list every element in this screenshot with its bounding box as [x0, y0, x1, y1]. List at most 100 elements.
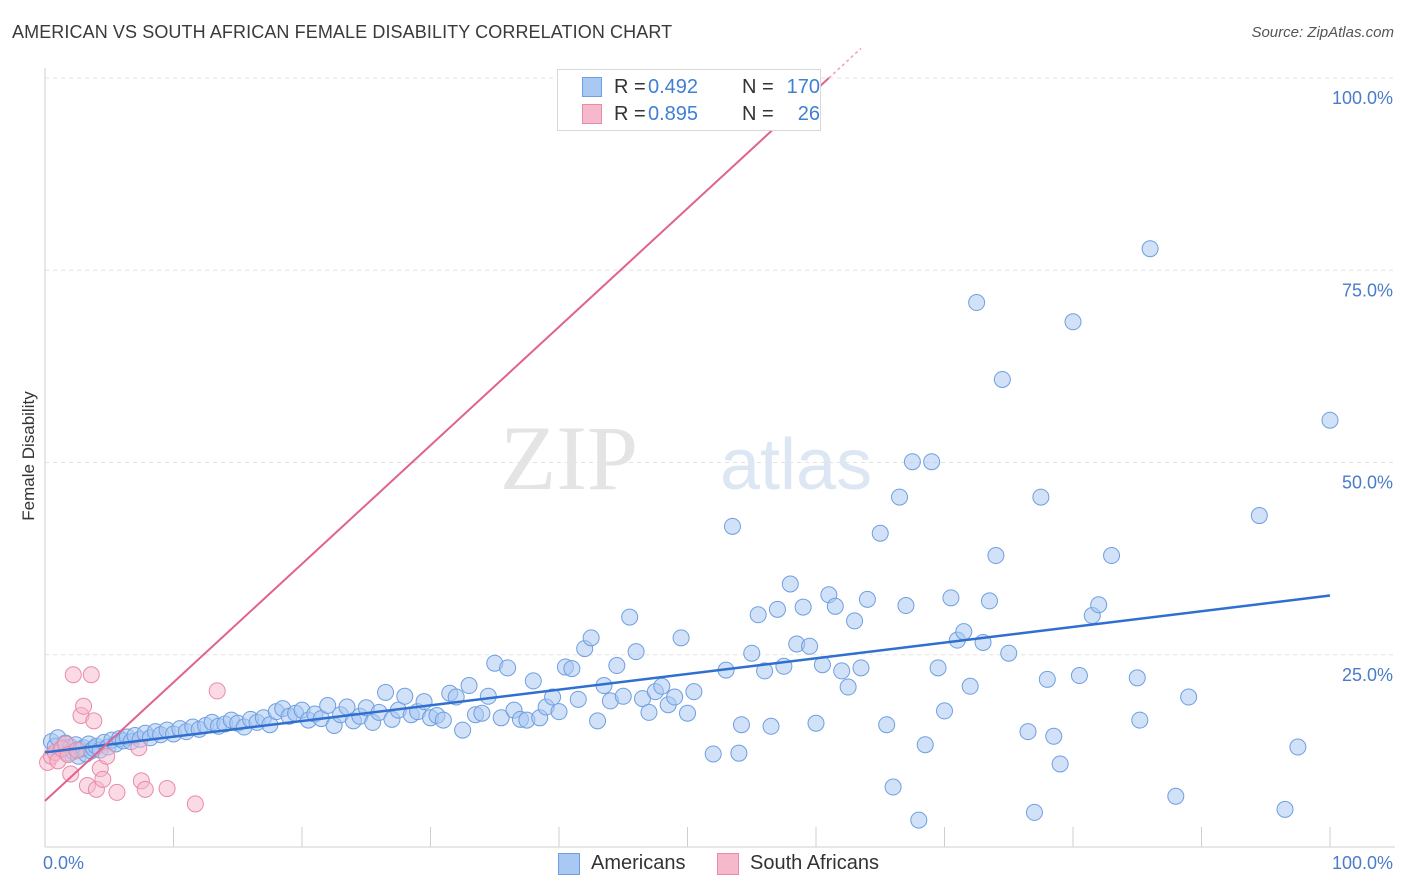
american-point-147 — [916, 736, 934, 754]
american-point-93 — [544, 688, 562, 706]
american-point-154 — [961, 677, 979, 695]
american-point-162 — [1025, 803, 1043, 821]
american-point-129 — [794, 598, 812, 616]
american-point-85 — [492, 709, 510, 727]
chart-title: AMERICAN VS SOUTH AFRICAN FEMALE DISABIL… — [12, 22, 673, 42]
american-point-167 — [1064, 313, 1082, 331]
american-point-135 — [833, 662, 851, 680]
american-point-119 — [730, 744, 748, 762]
american-point-134 — [826, 597, 844, 615]
american-point-127 — [781, 575, 799, 593]
r-value: 0.895 — [648, 103, 699, 125]
american-point-115 — [685, 683, 703, 701]
american-point-116 — [704, 745, 722, 763]
south-african-point-25 — [208, 682, 226, 700]
american-point-99 — [582, 629, 600, 647]
south-african-point-7 — [62, 765, 80, 783]
american-point-159 — [993, 370, 1011, 388]
correlation-legend: R = 0.492 N = 170 R = 0.895 N = 26 — [557, 69, 821, 131]
american-point-94 — [550, 703, 568, 721]
american-point-130 — [801, 637, 819, 655]
x-tick-label-0: 0.0% — [43, 853, 84, 873]
americans-swatch — [582, 77, 602, 97]
american-point-179 — [1289, 738, 1307, 756]
south-african-point-13 — [82, 666, 100, 684]
y-axis-label: Female Disability — [19, 391, 38, 521]
source-label: Source: ZipAtlas.com — [1251, 24, 1394, 41]
south-africans-legend-swatch — [717, 853, 739, 875]
american-point-172 — [1128, 669, 1146, 687]
american-point-173 — [1131, 711, 1149, 729]
south-african-point-18 — [98, 747, 116, 765]
american-point-165 — [1045, 727, 1063, 745]
american-point-108 — [640, 703, 658, 721]
american-point-158 — [987, 547, 1005, 565]
american-point-170 — [1090, 596, 1108, 614]
american-point-123 — [756, 662, 774, 680]
x-tick-label-1: 100.0% — [1332, 853, 1393, 873]
american-point-113 — [672, 629, 690, 647]
south-african-point-23 — [158, 780, 176, 798]
american-point-131 — [807, 714, 825, 732]
american-point-106 — [627, 643, 645, 661]
american-point-86 — [499, 659, 517, 677]
american-point-96 — [563, 660, 581, 678]
american-point-103 — [608, 657, 626, 675]
american-point-149 — [929, 659, 947, 677]
american-point-157 — [980, 592, 998, 610]
american-point-80 — [460, 677, 478, 695]
n-value: 170 — [786, 76, 820, 98]
south-african-point-24 — [186, 795, 204, 813]
american-point-163 — [1032, 488, 1050, 506]
american-point-79 — [454, 721, 472, 739]
american-point-174 — [1141, 240, 1159, 258]
y-tick-label-2: 75.0% — [1342, 280, 1393, 300]
american-point-118 — [723, 517, 741, 535]
y-tick-label-1: 50.0% — [1342, 473, 1393, 493]
american-point-142 — [884, 778, 902, 796]
american-point-104 — [614, 687, 632, 705]
n-label: N = — [742, 103, 774, 125]
n-value: 26 — [797, 103, 820, 125]
american-point-177 — [1250, 507, 1268, 525]
south-africans-points — [39, 666, 226, 813]
tick-labels: 25.0% 50.0% 75.0% 100.0% 0.0% 100.0% — [43, 88, 1393, 873]
american-point-150 — [936, 702, 953, 720]
american-point-58 — [319, 697, 337, 715]
n-label: N = — [742, 76, 774, 98]
american-point-139 — [858, 590, 876, 608]
american-point-140 — [871, 524, 889, 542]
y-tick-label-0: 25.0% — [1342, 665, 1393, 685]
south-africans-swatch — [582, 104, 602, 124]
american-point-138 — [852, 659, 870, 677]
american-point-137 — [846, 612, 864, 630]
americans-points — [42, 240, 1339, 829]
y-tick-label-3: 100.0% — [1332, 88, 1393, 108]
american-point-176 — [1180, 688, 1198, 706]
american-point-76 — [434, 711, 452, 729]
american-point-122 — [749, 606, 767, 624]
american-point-180 — [1321, 411, 1339, 429]
american-point-124 — [762, 717, 780, 735]
south-african-point-11 — [75, 697, 93, 715]
axes — [44, 68, 1395, 848]
american-point-110 — [653, 677, 671, 695]
american-point-100 — [589, 712, 607, 730]
watermark-zip: ZIP — [500, 407, 638, 509]
r-label: R = — [614, 103, 646, 125]
american-point-175 — [1167, 787, 1185, 805]
americans-legend-label: Americans — [591, 852, 686, 874]
american-point-141 — [878, 716, 896, 734]
south-africans-legend-label: South Africans — [750, 852, 879, 874]
american-point-120 — [732, 716, 750, 734]
south-african-point-17 — [94, 770, 112, 788]
american-point-144 — [897, 597, 915, 615]
american-point-148 — [923, 453, 941, 471]
american-point-90 — [524, 672, 542, 690]
r-value: 0.492 — [648, 76, 699, 98]
south-african-point-19 — [108, 783, 126, 801]
american-point-168 — [1070, 667, 1088, 685]
south-africans-trendline-extension — [828, 47, 862, 79]
american-point-143 — [891, 488, 909, 506]
